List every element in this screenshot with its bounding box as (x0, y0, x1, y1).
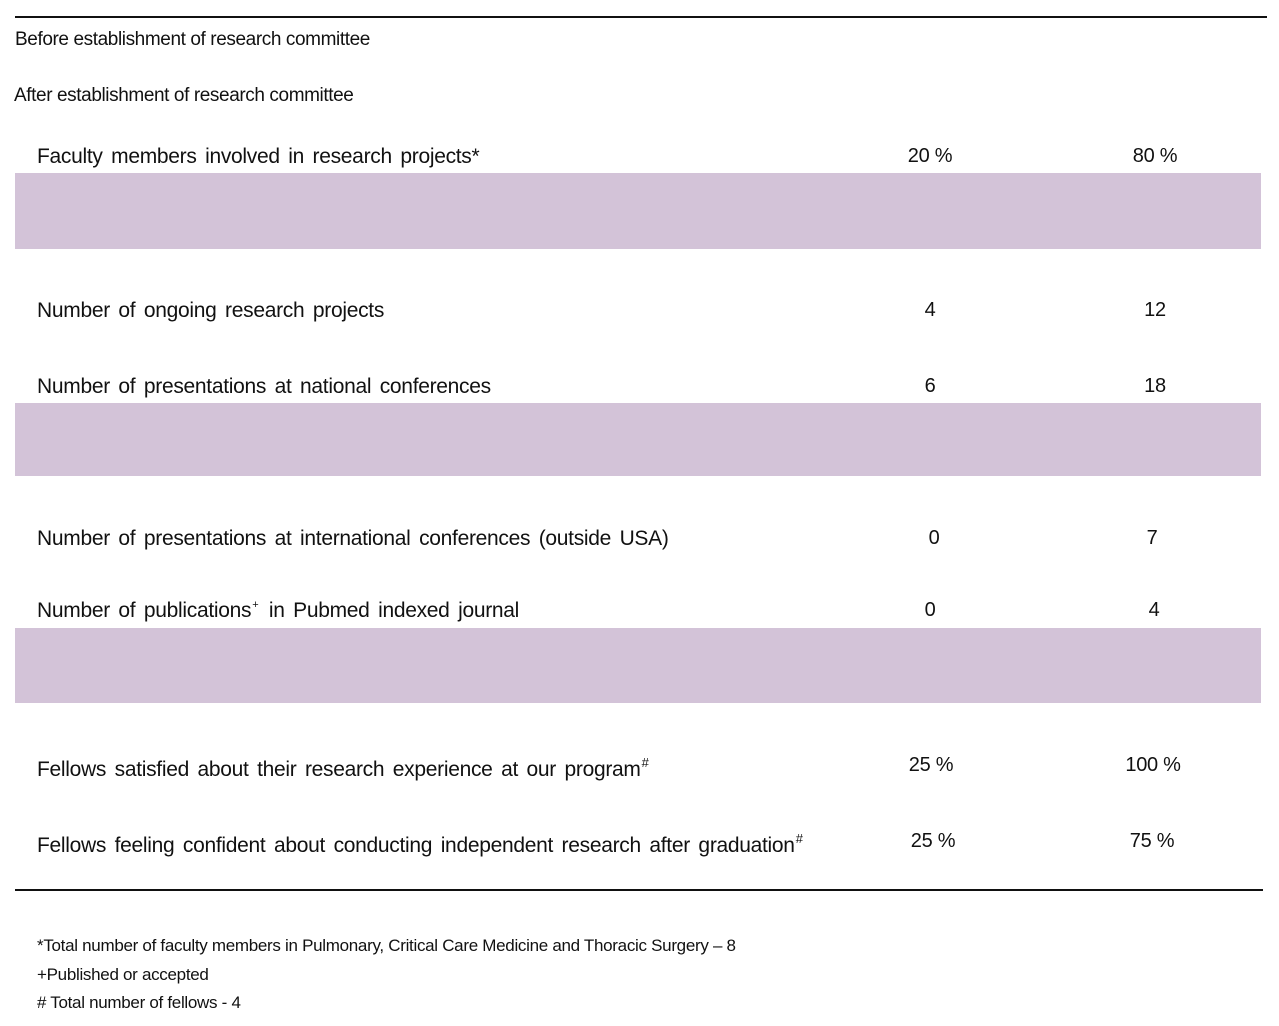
value-after: 75 % (1129, 830, 1175, 852)
value-before: 20 % (907, 145, 953, 167)
top-rule (15, 16, 1267, 18)
value-after: 100 % (1125, 754, 1181, 776)
row-label-fellows-satisfied: Fellows satisfied about their research e… (37, 755, 649, 781)
header-after: After establishment of research committe… (14, 85, 354, 106)
row-label-faculty-involved: Faculty members involved in research pro… (37, 145, 480, 168)
value-before: 0 (928, 527, 940, 549)
value-before: 4 (924, 299, 936, 321)
shaded-band (15, 173, 1261, 249)
value-after: 4 (1148, 599, 1160, 621)
footnote-published: +Published or accepted (37, 965, 209, 984)
footnote-fellows-total: # Total number of fellows - 4 (37, 993, 241, 1012)
value-after: 80 % (1132, 145, 1178, 167)
shaded-band (15, 403, 1261, 476)
value-after: 12 (1144, 299, 1166, 321)
header-before: Before establishment of research committ… (15, 29, 370, 50)
shaded-band (15, 628, 1261, 703)
value-after: 7 (1146, 527, 1158, 549)
value-before: 25 % (908, 754, 954, 776)
row-label-fellows-confident: Fellows feeling confident about conducti… (37, 831, 803, 857)
row-label-national-presentations: Number of presentations at national conf… (37, 375, 491, 398)
bottom-rule (15, 889, 1263, 891)
row-label-publications: Number of publications+ in Pubmed indexe… (37, 599, 520, 622)
value-before: 25 % (910, 830, 956, 852)
value-after: 18 (1144, 375, 1166, 397)
value-before: 0 (924, 599, 936, 621)
row-label-international-presentations: Number of presentations at international… (37, 527, 669, 550)
footnote-faculty-total: *Total number of faculty members in Pulm… (37, 936, 736, 955)
value-before: 6 (924, 375, 936, 397)
row-label-ongoing-projects: Number of ongoing research projects (37, 299, 385, 322)
